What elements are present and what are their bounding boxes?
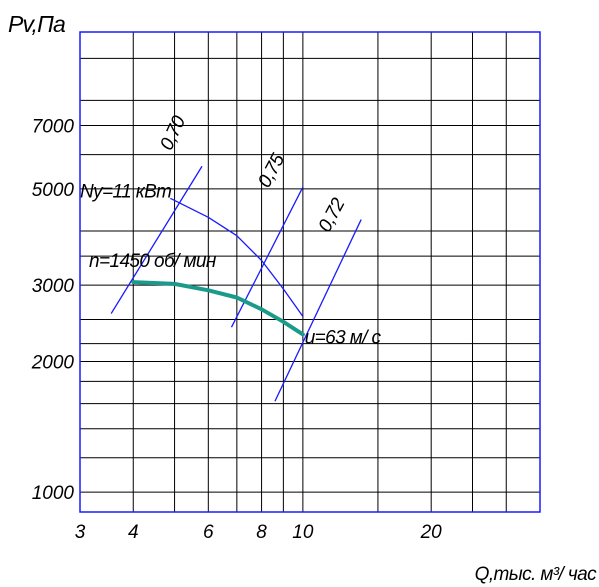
x-tick-label: 3 [75, 522, 86, 543]
x-tick-label: 20 [420, 522, 443, 543]
y-tick-label: 1000 [32, 483, 75, 504]
y-tick-label: 3000 [32, 276, 75, 297]
plot-frame [79, 31, 541, 513]
x-tick-label: 10 [292, 522, 314, 543]
x-tick-label: 8 [256, 522, 267, 543]
x-tick-label: 4 [128, 522, 139, 543]
plot-lines [110, 165, 362, 402]
series-line [131, 280, 305, 337]
y-tick-label: 5000 [32, 180, 75, 201]
x-tick-label: 6 [203, 522, 214, 543]
y-tick-label: 2000 [31, 353, 75, 374]
plot-border [79, 31, 541, 513]
efficiency-line [230, 186, 304, 328]
annotation-label: u=63 м/ с [305, 328, 382, 349]
efficiency-line [110, 165, 203, 314]
series-line [170, 197, 304, 318]
annotation-label: n=1450 об/ мин [89, 251, 217, 272]
efficiency-line [274, 219, 362, 402]
y-axis-title: Pv,Па [8, 11, 65, 37]
x-axis-title: Q,тыс. м³/ час [475, 564, 597, 585]
y-tick-label: 7000 [32, 117, 75, 138]
annotation-label: Ny=11 кВт [80, 181, 171, 202]
